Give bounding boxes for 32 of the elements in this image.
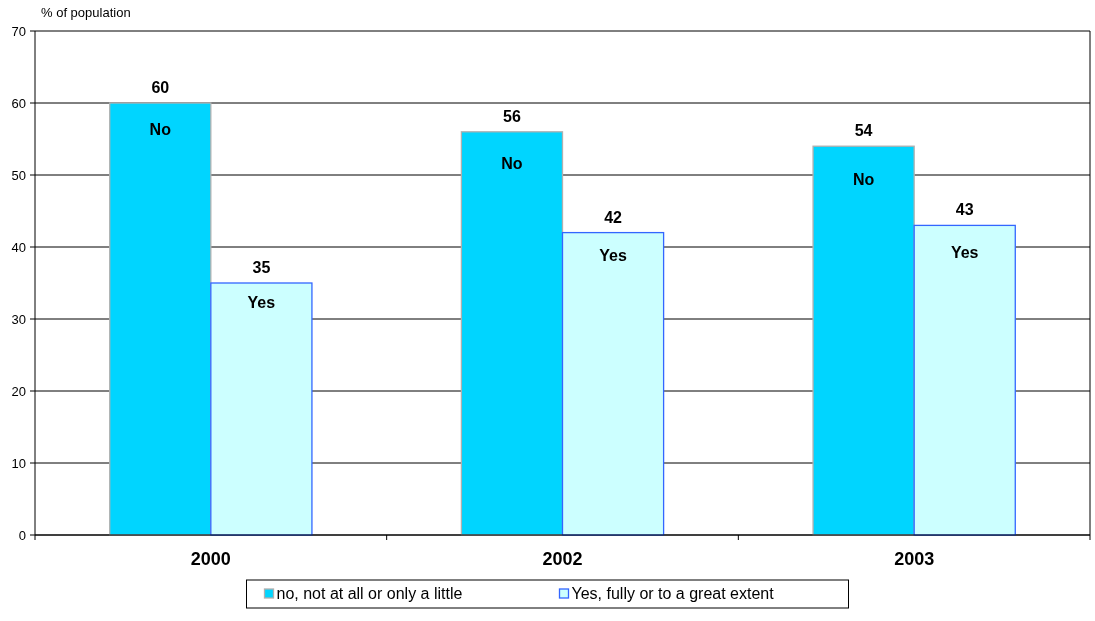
y-tick-label: 40 [11,239,26,255]
y-axis-title: % of population [41,5,131,20]
bar [109,102,212,536]
data-label: 60 [151,79,170,96]
annotation: No [501,155,523,173]
y-tick-label: 50 [11,167,26,183]
y-tick-label: 0 [18,527,26,543]
annotation: No [149,121,172,139]
x-tick-label: 2003 [894,549,935,569]
bar [460,131,564,536]
y-tick-label: 30 [11,311,26,327]
y-tick-label: 60 [11,95,26,111]
y-tick-label: 20 [11,383,26,399]
annotation: Yes [950,243,979,261]
x-tick-label: 2000 [190,549,231,569]
bar [561,231,665,536]
annotation: Yes [599,247,627,265]
legend-label: no, not at all or only a little [276,584,463,602]
bar [913,224,1016,536]
annotation: Yes [247,294,276,312]
data-label: 35 [252,259,271,276]
data-label: 43 [955,201,974,219]
y-tick-label: 70 [11,23,26,39]
bar [812,145,915,536]
x-tick-label: 2002 [542,549,583,569]
data-label: 54 [854,122,873,140]
data-label: 56 [503,107,521,125]
bar [210,282,313,536]
annotation: No [852,170,875,188]
y-tick-label: 10 [11,455,26,471]
data-label: 42 [604,208,623,226]
legend-label: Yes, fully or to a great extent [571,584,775,602]
